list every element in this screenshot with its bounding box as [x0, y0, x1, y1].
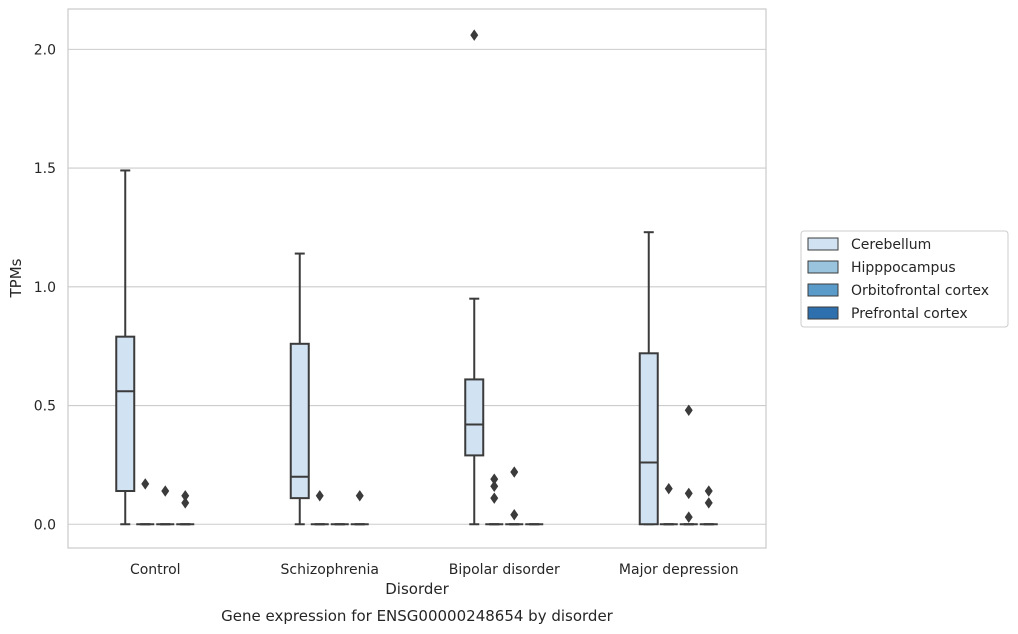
box-2-0 [156, 485, 175, 526]
gridlines [68, 48, 766, 525]
legend-swatch-0 [807, 237, 839, 251]
outlier-point-0 [490, 492, 499, 504]
legend-frame [800, 230, 1009, 328]
legend: Cerebellum Hipppocampus Orbitofrontal cort… [800, 230, 1009, 328]
legend-label-0: Cerebellum [851, 237, 931, 253]
box-3-3 [699, 485, 718, 526]
box-1-1 [310, 490, 329, 526]
box-2-3 [679, 404, 698, 526]
outlier-point-0 [161, 485, 170, 497]
x-tick-label-2: Bipolar disorder [449, 562, 560, 578]
box-body [464, 378, 485, 457]
legend-label-1: Hipppocampus [851, 260, 956, 276]
outlier-point-0 [510, 509, 519, 521]
x-axis-ticks: Control Schizophrenia Bipolar disorder Majo… [130, 562, 739, 578]
legend-swatch-1 [807, 260, 839, 274]
box-body [638, 352, 659, 526]
y-tick-label-3: 1.5 [34, 161, 56, 177]
box-0-1 [289, 252, 310, 526]
outlier-point-1 [704, 485, 713, 497]
plot-frame [67, 8, 767, 549]
x-axis-label: Disorder [385, 580, 449, 598]
box-0-3 [638, 231, 659, 526]
legend-label-3: Prefrontal cortex [851, 306, 968, 322]
box-2-2 [505, 466, 524, 526]
outlier-point-1 [510, 466, 519, 478]
outlier-point-0 [141, 478, 150, 490]
y-tick-label-1: 0.5 [34, 399, 56, 415]
outlier-point-0 [664, 482, 673, 495]
outlier-point-0 [181, 497, 190, 509]
chart-caption: Gene expression for ENSG00000248654 by d… [221, 607, 614, 625]
legend-label-2: Orbitofrontal cortex [851, 283, 989, 299]
box-3-0 [176, 490, 195, 526]
box-0-2 [464, 29, 485, 526]
x-tick-label-3: Major depression [619, 562, 739, 578]
outlier-point-0 [355, 490, 364, 502]
box-1-0 [136, 478, 155, 526]
box-0-0 [115, 169, 136, 526]
y-tick-label-4: 2.0 [34, 42, 56, 58]
box-1-2 [485, 473, 504, 526]
box-plot-series [115, 29, 718, 526]
y-axis-label: TPMs [7, 258, 25, 298]
y-tick-label-0: 0.0 [34, 517, 56, 533]
outlier-point-1 [181, 490, 190, 502]
y-axis-ticks: 0.0 0.5 1.0 1.5 2.0 [34, 42, 56, 533]
box-body [289, 342, 310, 500]
legend-swatch-3 [807, 306, 839, 320]
legend-swatch-2 [807, 283, 839, 297]
outlier-point-1 [684, 487, 693, 500]
x-tick-label-1: Schizophrenia [281, 562, 379, 578]
x-tick-label-0: Control [130, 562, 181, 578]
outlier-point-2 [490, 473, 499, 485]
y-tick-label-2: 1.0 [34, 280, 56, 296]
outlier-point-0 [704, 497, 713, 509]
box-3-1 [350, 490, 369, 526]
outlier-point-0 [684, 511, 693, 523]
outlier-point-1 [490, 480, 499, 492]
outlier-point-2 [684, 404, 693, 416]
outlier-point-0 [470, 29, 479, 41]
box-body [115, 335, 136, 493]
outlier-point-0 [315, 490, 324, 502]
box-1-3 [659, 482, 678, 526]
